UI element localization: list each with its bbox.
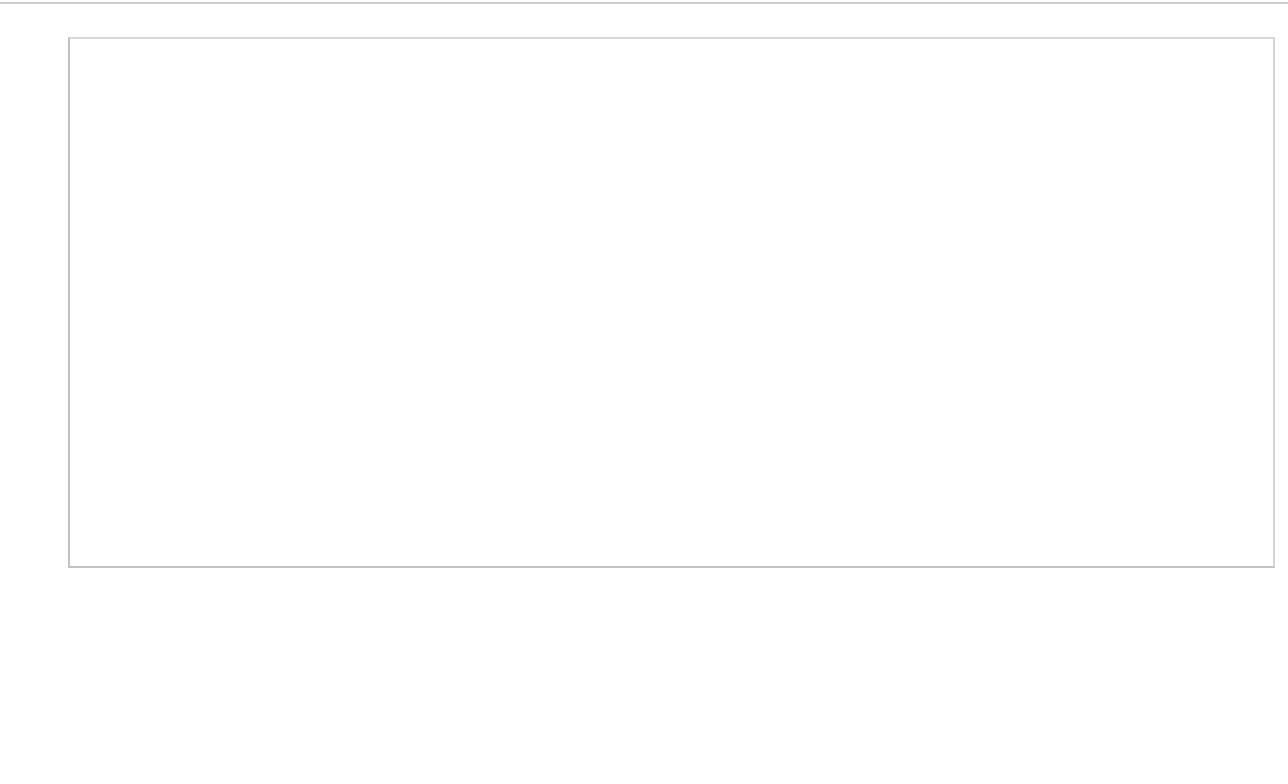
plot-area — [68, 37, 1275, 568]
figure-top-border — [0, 2, 1288, 4]
